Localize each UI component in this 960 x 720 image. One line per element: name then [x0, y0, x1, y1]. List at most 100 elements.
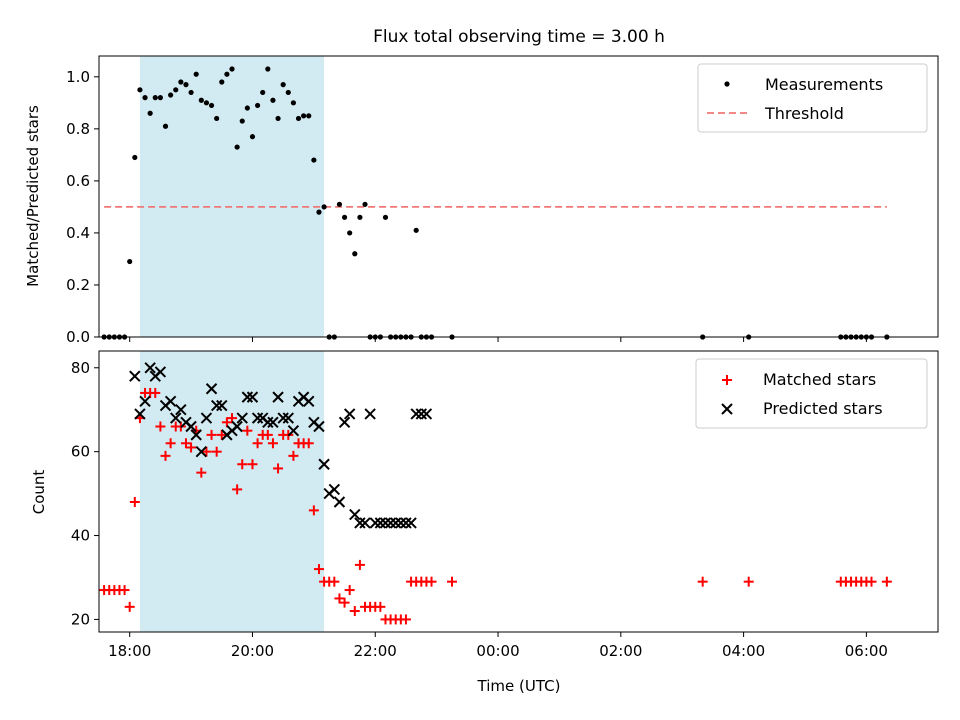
matched-point: [697, 576, 708, 587]
x-stroke-b: [415, 408, 428, 420]
x-stroke-b: [139, 395, 151, 408]
predicted-point: [333, 496, 346, 508]
x-stroke-b: [210, 399, 223, 412]
matched-point: [400, 614, 411, 625]
legend-measurements-marker: [724, 81, 730, 87]
bottom-panel: 20 40 60 80 18:00 20:00 22:00 00:00 02:00 04:00 0…: [30, 350, 939, 695]
y-tick-label: 40: [71, 527, 90, 545]
predicted-point: [170, 412, 182, 424]
predicted-point: [415, 408, 428, 420]
matched-point: [334, 593, 345, 604]
predicted-point: [420, 408, 433, 420]
bottom-x-ticks: 18:00 20:00 22:00 00:00 02:00 04:00 06:00: [108, 632, 888, 660]
measurement-point: [341, 214, 348, 220]
matched-point: [247, 459, 258, 470]
legend-x: [721, 403, 733, 415]
matched-point: [155, 421, 166, 432]
x-stroke-b: [170, 412, 182, 424]
matched-points: [99, 387, 892, 625]
predicted-point: [354, 517, 366, 529]
x-stroke-b: [251, 412, 264, 424]
bottom-legend-box: [695, 358, 928, 429]
bottom-legend: Matched stars Predicted stars: [695, 358, 928, 429]
x-tick-label: 06:00: [845, 642, 888, 660]
x-tick-label: 20:00: [231, 642, 274, 660]
bottom-shaded-span: [139, 351, 325, 632]
matched-point: [242, 425, 253, 436]
predicted-point: [139, 395, 151, 408]
x-stroke-b: [190, 429, 202, 441]
x-stroke-b: [379, 517, 392, 529]
x-stroke-b: [338, 416, 351, 429]
x-stroke-b: [231, 420, 243, 433]
matched-point: [339, 597, 350, 608]
measurement-point: [362, 201, 368, 207]
predicted-point: [405, 517, 417, 529]
predicted-point: [369, 517, 381, 529]
predicted-point: [277, 412, 289, 424]
matched-point: [349, 606, 360, 617]
y-tick-label: 0.2: [66, 276, 90, 294]
y-tick-label: 0.4: [66, 224, 90, 242]
x-stroke-b: [205, 383, 218, 395]
x-stroke-b: [374, 517, 387, 529]
measurement-point: [275, 115, 281, 122]
predicted-point: [379, 517, 392, 529]
legend-threshold-label: Threshold: [764, 104, 844, 123]
matched-point: [267, 438, 278, 449]
matched-point: [313, 564, 324, 575]
measurement-point: [224, 71, 230, 77]
matched-point: [216, 429, 227, 440]
predicted-point: [236, 412, 248, 424]
top-x-ticks: [129, 337, 867, 342]
measurement-point: [254, 102, 261, 109]
measurement-point: [193, 71, 199, 77]
predicted-point: [374, 517, 387, 529]
measurement-point: [137, 87, 143, 93]
x-stroke-b: [410, 408, 422, 420]
y-tick-label: 20: [71, 610, 90, 628]
predicted-point: [343, 408, 356, 420]
top-shaded-span: [139, 56, 325, 337]
x-stroke-b: [129, 370, 141, 382]
x-stroke-b: [400, 517, 412, 529]
matched-point: [232, 484, 243, 495]
measurement-points: [101, 66, 890, 340]
measurement-point: [203, 100, 210, 106]
measurement-point: [270, 97, 276, 103]
matched-point: [201, 446, 212, 457]
x-stroke-b: [354, 517, 366, 529]
matched-point: [129, 496, 140, 507]
predicted-point: [200, 412, 213, 424]
measurement-point: [306, 113, 312, 119]
measurement-point: [132, 154, 138, 161]
matched-point: [308, 505, 319, 516]
matched-point: [375, 601, 386, 612]
matched-point: [119, 585, 130, 596]
matched-point: [160, 450, 171, 461]
x-stroke-b: [359, 517, 371, 529]
x-stroke-b: [349, 508, 361, 521]
x-stroke-b: [303, 395, 315, 408]
x-stroke-b: [420, 408, 433, 420]
predicted-point: [384, 517, 397, 529]
x-stroke-b: [343, 408, 356, 420]
y-tick-label: 0.0: [66, 328, 90, 346]
predicted-point: [272, 391, 284, 403]
measurement-point: [265, 66, 271, 72]
measurement-point: [290, 100, 297, 106]
x-stroke-b: [313, 420, 325, 433]
measurement-point: [347, 230, 353, 236]
predicted-point: [175, 404, 187, 416]
x-tick-label: 02:00: [599, 642, 642, 660]
measurement-point: [239, 118, 245, 124]
predicted-point: [144, 362, 156, 374]
matched-point: [344, 585, 355, 596]
measurement-point: [214, 115, 220, 122]
measurement-point: [183, 82, 189, 88]
measurement-point: [321, 204, 327, 210]
matched-point: [150, 387, 161, 398]
matched-point: [446, 576, 457, 587]
predicted-point: [216, 399, 228, 412]
legend-plus: [722, 375, 732, 385]
